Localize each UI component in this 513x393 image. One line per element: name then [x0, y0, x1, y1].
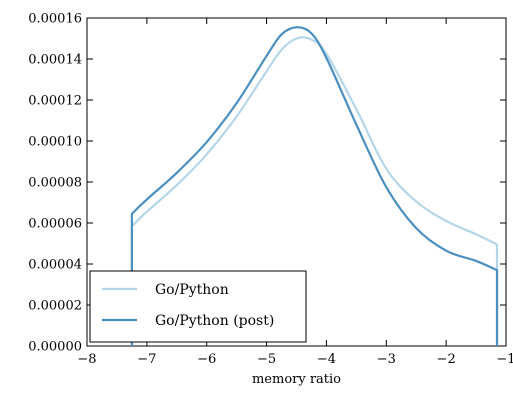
series-line-go-python-post — [130, 26, 499, 346]
legend: Go/Python Go/Python (post) — [89, 270, 307, 343]
series-line-go-python — [130, 36, 499, 346]
y-tick-label: 0.00004 — [28, 258, 82, 273]
series-layer — [130, 26, 499, 346]
x-tick-label: −1 — [496, 352, 513, 367]
legend-box — [89, 270, 307, 343]
y-tick-label: 0.00016 — [28, 12, 82, 27]
x-tick-label: −6 — [197, 352, 216, 367]
y-axis-ticks: 0.00000 0.00002 0.00004 0.00006 0.00008 0.000… — [28, 12, 506, 355]
x-tick-label: −2 — [437, 352, 456, 367]
y-tick-label: 0.00010 — [28, 135, 82, 150]
y-tick-label: 0.00002 — [28, 299, 82, 314]
y-tick-label: 0.00008 — [28, 176, 82, 191]
y-tick-label: 0.00014 — [28, 53, 82, 68]
x-tick-label: −3 — [377, 352, 396, 367]
x-tick-label: −8 — [77, 352, 96, 367]
x-tick-label: −5 — [257, 352, 276, 367]
x-axis-title: memory ratio — [252, 372, 341, 387]
x-axis-ticks: −8 −7 −6 −5 −4 −3 −2 −1 — [77, 18, 513, 367]
legend-label-go-python-post: Go/Python (post) — [155, 313, 274, 329]
y-tick-label: 0.00000 — [28, 340, 82, 355]
y-tick-label: 0.00012 — [28, 94, 82, 109]
legend-label-go-python: Go/Python — [155, 282, 229, 298]
y-tick-label: 0.00006 — [28, 217, 82, 232]
x-tick-label: −4 — [317, 352, 336, 367]
x-tick-label: −7 — [137, 352, 156, 367]
